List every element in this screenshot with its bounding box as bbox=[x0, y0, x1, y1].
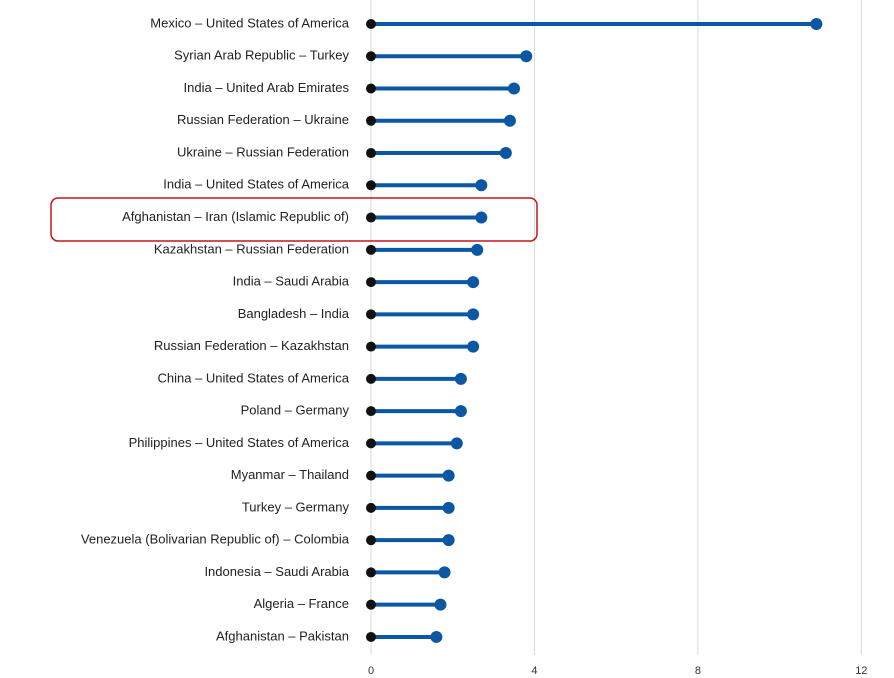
category-label: Afghanistan – Pakistan bbox=[216, 628, 349, 643]
category-label: Myanmar – Thailand bbox=[231, 467, 349, 482]
base-dot bbox=[366, 535, 376, 546]
end-dot bbox=[450, 437, 463, 450]
end-dot bbox=[475, 179, 488, 192]
category-label: Poland – Germany bbox=[241, 403, 350, 418]
x-tick-label: 4 bbox=[531, 665, 537, 677]
category-label: Syrian Arab Republic – Turkey bbox=[174, 48, 349, 63]
highlight-box bbox=[50, 197, 538, 242]
end-dot bbox=[442, 501, 455, 514]
base-dot bbox=[366, 567, 376, 578]
end-dot bbox=[454, 405, 467, 418]
category-label: China – United States of America bbox=[158, 370, 350, 385]
base-dot bbox=[366, 19, 376, 29]
category-label: Bangladesh – India bbox=[238, 306, 350, 321]
category-label: Ukraine – Russian Federation bbox=[177, 144, 349, 159]
base-dot bbox=[366, 180, 376, 191]
end-dot bbox=[438, 566, 451, 579]
category-label: Venezuela (Bolivarian Republic of) – Col… bbox=[81, 532, 350, 547]
end-dot bbox=[467, 308, 480, 321]
category-label: Algeria – France bbox=[254, 596, 349, 611]
category-label: Russian Federation – Ukraine bbox=[177, 112, 349, 127]
base-dot bbox=[366, 309, 376, 320]
end-dot bbox=[430, 630, 443, 643]
x-tick-label: 0 bbox=[368, 665, 374, 677]
end-dot bbox=[520, 50, 533, 63]
base-dot bbox=[366, 438, 376, 449]
base-dot bbox=[366, 115, 376, 126]
grid: 0 4 8 12 bbox=[368, 0, 867, 677]
end-dot bbox=[454, 372, 467, 385]
end-dot bbox=[434, 598, 447, 611]
x-tick-label: 12 bbox=[855, 665, 867, 677]
base-dot bbox=[366, 212, 376, 223]
base-dot bbox=[366, 148, 376, 159]
base-dot bbox=[366, 373, 376, 384]
base-dot bbox=[366, 502, 376, 513]
end-dot bbox=[471, 243, 484, 256]
end-dot bbox=[499, 147, 512, 160]
end-dot bbox=[810, 18, 823, 30]
x-tick-label: 8 bbox=[695, 665, 701, 677]
base-dot bbox=[366, 341, 376, 352]
base-dot bbox=[366, 631, 376, 642]
category-label: India – United States of America bbox=[163, 177, 349, 192]
base-dot bbox=[366, 51, 376, 62]
end-dot bbox=[467, 276, 480, 289]
category-label: Russian Federation – Kazakhstan bbox=[154, 338, 349, 353]
category-label: Turkey – Germany bbox=[242, 499, 350, 514]
base-dot bbox=[366, 244, 376, 255]
end-dot bbox=[503, 114, 516, 127]
category-label: India – United Arab Emirates bbox=[184, 80, 350, 95]
end-dot bbox=[467, 340, 480, 353]
base-dot bbox=[366, 277, 376, 288]
base-dot bbox=[366, 470, 376, 481]
end-dot bbox=[508, 82, 521, 95]
category-label: Philippines – United States of America bbox=[129, 435, 350, 450]
category-label: Indonesia – Saudi Arabia bbox=[204, 564, 349, 579]
category-label: Afghanistan – Iran (Islamic Republic of) bbox=[122, 209, 349, 224]
base-dot bbox=[366, 599, 376, 610]
base-dot bbox=[366, 83, 376, 94]
end-dot bbox=[442, 469, 455, 482]
end-dot bbox=[442, 534, 455, 547]
category-label: Mexico – United States of America bbox=[150, 15, 349, 30]
end-dot bbox=[475, 211, 488, 224]
category-label: India – Saudi Arabia bbox=[233, 274, 350, 289]
category-label: Kazakhstan – Russian Federation bbox=[154, 241, 349, 256]
base-dot bbox=[366, 406, 376, 417]
marks: Mexico – United States of America Syrian … bbox=[81, 15, 823, 643]
